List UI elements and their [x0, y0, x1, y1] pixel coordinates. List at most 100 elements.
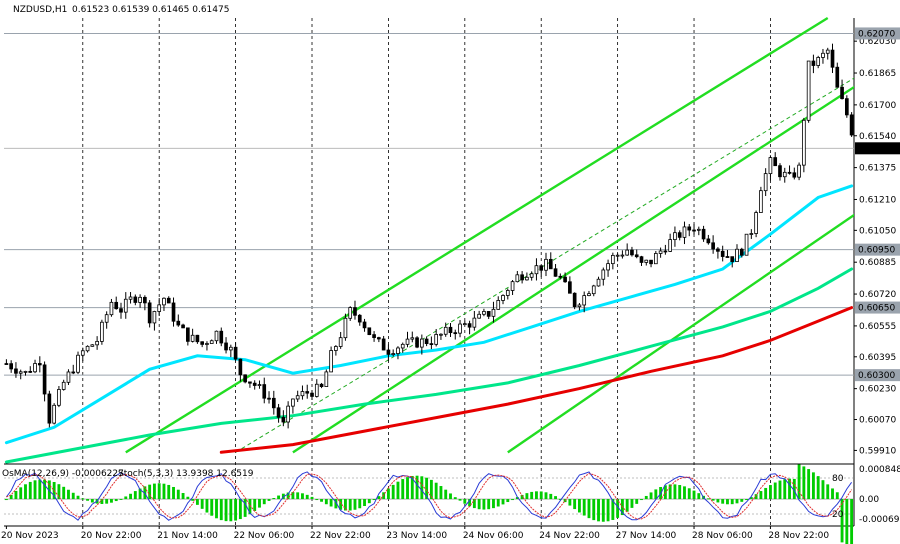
- candle-body: [329, 350, 333, 373]
- osma-bar: [525, 493, 529, 500]
- x-tick-label: 20 Nov 2023: [1, 531, 59, 541]
- osma-bar: [172, 486, 175, 500]
- y-tick-label: 0.60885: [859, 258, 896, 268]
- osma-bar: [783, 479, 787, 500]
- candle-body: [257, 384, 262, 386]
- osma-bar: [305, 494, 309, 500]
- candle-body: [238, 358, 243, 376]
- osma-bar: [67, 489, 70, 500]
- osma-bar: [592, 499, 596, 521]
- candle-body: [515, 274, 520, 283]
- candle-body: [520, 274, 524, 281]
- osma-bar: [821, 480, 825, 500]
- candle-body: [448, 326, 453, 334]
- candle-body: [123, 298, 128, 313]
- osma-bar: [539, 491, 543, 500]
- osma-bar: [673, 484, 677, 500]
- candle-body: [367, 327, 372, 336]
- candle-body: [324, 371, 329, 387]
- candle-body: [338, 337, 343, 347]
- candle-body: [735, 248, 739, 263]
- osma-bar: [492, 499, 495, 509]
- osma-bar: [535, 491, 538, 500]
- osma-bar: [754, 494, 758, 500]
- candle-body: [90, 344, 95, 347]
- candle-body: [42, 364, 47, 395]
- candle-body: [744, 233, 749, 256]
- candle-body: [711, 242, 715, 250]
- osma-bar: [501, 499, 505, 505]
- candle-body: [548, 258, 553, 270]
- candle-body: [128, 296, 133, 300]
- candle-body: [544, 258, 548, 271]
- candle-body: [95, 340, 99, 346]
- osma-bar: [797, 464, 801, 500]
- candle-body: [85, 345, 90, 352]
- osma-bar: [100, 499, 104, 504]
- osma-bar: [329, 499, 333, 507]
- osma-bar: [687, 488, 691, 500]
- x-tick-label: 20 Nov 22:00: [81, 531, 142, 541]
- x-tick-label: 28 Nov 06:00: [692, 531, 753, 541]
- osma-bar: [515, 497, 519, 500]
- level-price-tag: [855, 27, 900, 40]
- osma-bar: [71, 492, 75, 500]
- candle-body: [716, 248, 720, 252]
- candle-body: [572, 292, 577, 308]
- osma-bar: [706, 498, 710, 500]
- osma-bar: [630, 499, 634, 508]
- candle-body: [673, 232, 677, 241]
- osma-bar: [28, 481, 32, 500]
- osma-bar: [310, 496, 314, 500]
- moving-average-line: [4, 184, 854, 445]
- osma-bar: [334, 499, 338, 509]
- candle-body: [76, 354, 80, 373]
- osma-bar: [90, 499, 94, 503]
- channel-lines: [125, 16, 854, 454]
- osma-max-label: 0.0008483: [859, 465, 900, 475]
- candle-body: [840, 86, 844, 100]
- osma-bar: [616, 499, 620, 518]
- candle-body: [568, 281, 572, 294]
- osma-bar: [14, 490, 18, 500]
- osma-bar: [286, 492, 290, 500]
- osma-bar: [745, 499, 748, 501]
- candle-body: [596, 278, 601, 287]
- candle-body: [4, 363, 9, 365]
- candle-body: [668, 239, 672, 252]
- candle-body: [434, 334, 438, 345]
- candle-body: [443, 326, 448, 335]
- candle-body: [209, 340, 214, 344]
- osma-bar: [258, 499, 261, 508]
- osma-bar: [420, 476, 424, 500]
- candle-body: [214, 330, 219, 342]
- candle-body: [429, 343, 434, 346]
- candle-body: [281, 416, 286, 423]
- osma-bar: [730, 499, 734, 505]
- osma-bar: [582, 499, 586, 516]
- candle-body: [730, 256, 735, 263]
- osma-bar: [735, 499, 739, 504]
- osma-bar: [778, 480, 782, 500]
- candle-body: [611, 254, 615, 265]
- candle-body: [176, 320, 181, 326]
- candle-body: [248, 381, 252, 384]
- candle-body: [348, 307, 353, 319]
- candle-body: [276, 407, 281, 418]
- candle-body: [143, 296, 147, 304]
- candle-body: [295, 395, 300, 400]
- osma-bar: [449, 493, 452, 500]
- osma-bar: [458, 499, 462, 501]
- candle-body: [100, 321, 104, 342]
- osma-bar: [444, 489, 448, 500]
- candle-body: [119, 308, 123, 313]
- candle-body: [582, 295, 587, 306]
- osma-bar: [62, 486, 66, 500]
- candles: [4, 43, 854, 429]
- candle-body: [458, 323, 462, 334]
- osma-bar: [57, 484, 61, 500]
- osma-bar: [749, 497, 753, 500]
- candle-body: [233, 346, 238, 360]
- osma-bar: [86, 499, 89, 501]
